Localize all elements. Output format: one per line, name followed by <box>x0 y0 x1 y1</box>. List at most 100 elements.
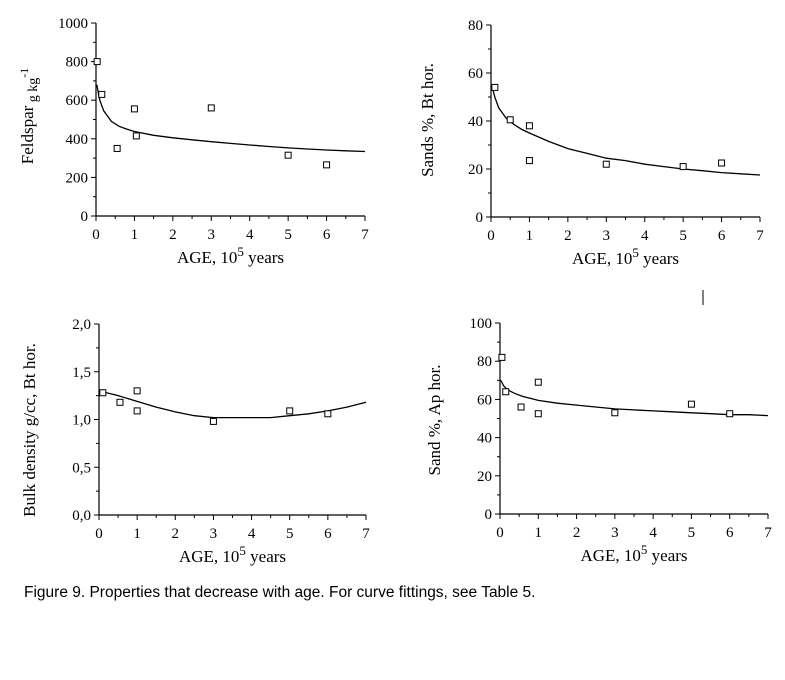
y-axis-label: Sand %, Ap hor. <box>425 365 444 476</box>
data-point <box>209 417 217 425</box>
fit-curve <box>96 84 366 153</box>
y-axis-label: Sands %, Bt hor. <box>418 63 437 177</box>
x-tick-label: 1 <box>131 227 139 243</box>
data-point <box>133 387 141 395</box>
y-tick-label: 20 <box>477 469 492 485</box>
x-tick-label: 2 <box>169 227 177 243</box>
x-tick-label: 3 <box>208 227 216 243</box>
data-point <box>133 407 141 415</box>
data-point <box>132 132 140 140</box>
x-tick-label: 5 <box>286 526 294 542</box>
x-tick-label: 4 <box>248 526 256 542</box>
data-point <box>534 410 542 418</box>
data-point <box>286 407 294 415</box>
x-tick-label: 6 <box>718 228 726 244</box>
fit-curve <box>98 390 367 419</box>
x-tick-label: 5 <box>688 525 696 541</box>
y-tick-label: 80 <box>468 18 483 34</box>
data-point <box>611 409 619 417</box>
data-point <box>491 83 499 91</box>
y-tick-label: 400 <box>66 132 89 148</box>
data-point <box>718 159 726 167</box>
x-tick-label: 6 <box>726 525 734 541</box>
x-tick-label: 3 <box>210 526 218 542</box>
fit-curve <box>500 379 769 417</box>
data-point <box>534 378 542 386</box>
x-tick-label: 7 <box>764 525 772 541</box>
chart-panel-1: 0 200 400 600 800 1000 0 1 2 3 4 5 6 7 AGE, 105 years F… <box>17 16 369 267</box>
data-point <box>93 58 101 66</box>
x-tick-label: 0 <box>496 525 504 541</box>
y-tick-label: 60 <box>477 392 492 408</box>
x-tick-label: 1 <box>133 526 141 542</box>
x-axis-label: AGE, 105 years <box>572 245 679 268</box>
y-tick-label: 0,5 <box>72 460 91 476</box>
x-tick-label: 0 <box>487 228 495 244</box>
x-tick-label: 7 <box>756 228 764 244</box>
chart-panel-4: 0 20 40 60 80 100 0 1 2 3 4 5 6 7 AGE, 105 years Sand %… <box>425 316 772 565</box>
x-axis-label: AGE, 105 years <box>179 543 286 566</box>
x-tick-label: 3 <box>603 228 611 244</box>
x-tick-label: 4 <box>649 525 657 541</box>
y-tick-label: 1,0 <box>72 413 91 429</box>
y-tick-label: 0,0 <box>72 508 91 524</box>
x-tick-label: 1 <box>535 525 543 541</box>
x-tick-label: 5 <box>679 228 687 244</box>
y-tick-label: 200 <box>66 170 89 186</box>
x-tick-label: 2 <box>564 228 572 244</box>
y-axis-label: Bulk density g/cc, Bt hor. <box>20 343 39 517</box>
y-tick-label: 800 <box>66 55 89 71</box>
y-tick-label: 0 <box>485 507 493 523</box>
y-tick-label: 0 <box>476 210 484 226</box>
y-axis-label: Feldspar g kg-1 <box>17 68 41 165</box>
x-tick-label: 7 <box>362 526 370 542</box>
y-tick-label: 0 <box>81 209 89 225</box>
data-point <box>284 151 292 159</box>
x-tick-label: 6 <box>324 526 332 542</box>
chart-panel-3: 0,0 0,5 1,0 1,5 2,0 0 1 2 3 4 5 6 7 AGE, 105 years Bul… <box>20 317 370 566</box>
data-point <box>506 116 514 124</box>
data-point <box>525 122 533 130</box>
y-tick-label: 20 <box>468 162 483 178</box>
data-point <box>498 353 506 361</box>
data-point <box>113 144 121 152</box>
x-tick-label: 4 <box>641 228 649 244</box>
data-point <box>726 410 734 418</box>
y-tick-label: 40 <box>468 114 483 130</box>
data-point <box>517 403 525 411</box>
x-axis-label: AGE, 105 years <box>177 244 284 267</box>
y-tick-label: 80 <box>477 354 492 370</box>
data-point <box>602 160 610 168</box>
data-point <box>207 104 215 112</box>
chart-panel-2: 0 20 40 60 80 0 1 2 3 4 5 6 7 AGE, 105 years Sands %, … <box>418 18 764 268</box>
x-tick-label: 4 <box>246 227 254 243</box>
data-point <box>99 389 107 397</box>
data-point <box>98 90 106 98</box>
fit-curve <box>491 84 761 176</box>
y-tick-label: 600 <box>66 93 89 109</box>
y-tick-label: 60 <box>468 66 483 82</box>
data-point <box>679 163 687 171</box>
data-point <box>525 157 533 165</box>
y-tick-label: 2,0 <box>72 317 91 333</box>
x-tick-label: 5 <box>284 227 292 243</box>
y-tick-label: 1,5 <box>72 365 91 381</box>
x-tick-label: 1 <box>526 228 534 244</box>
x-tick-label: 3 <box>611 525 619 541</box>
y-tick-label: 100 <box>470 316 493 332</box>
x-tick-label: 7 <box>361 227 369 243</box>
x-axis-label: AGE, 105 years <box>580 542 687 565</box>
x-tick-label: 0 <box>92 227 100 243</box>
figure-caption: Figure 9. Properties that decrease with … <box>24 584 536 601</box>
x-tick-label: 6 <box>323 227 331 243</box>
data-point <box>502 388 510 396</box>
x-tick-label: 0 <box>95 526 103 542</box>
data-point <box>116 398 124 406</box>
data-point <box>323 161 331 169</box>
data-point <box>130 105 138 113</box>
y-tick-label: 40 <box>477 431 492 447</box>
data-point <box>687 400 695 408</box>
y-tick-label: 1000 <box>58 16 88 32</box>
data-point <box>324 410 332 418</box>
